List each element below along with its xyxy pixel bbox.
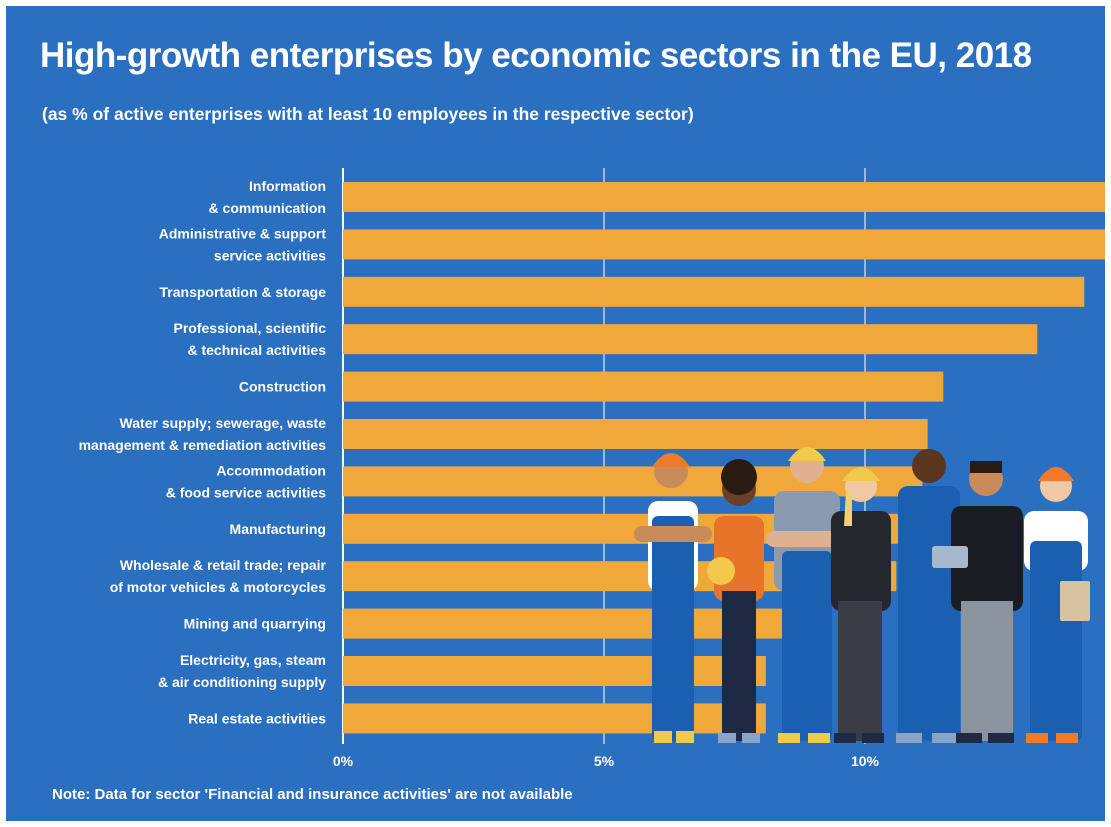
category-label: Wholesale & retail trade; repair	[120, 557, 327, 573]
bar	[343, 276, 1085, 307]
category-label: & air conditioning supply	[158, 674, 326, 690]
chart-title: High-growth enterprises by economic sect…	[40, 36, 1032, 75]
category-label: Water supply; sewerage, waste	[120, 415, 327, 431]
x-tick-label: 5%	[594, 753, 615, 769]
worker-figure	[1024, 467, 1090, 743]
category-label: & food service activities	[166, 484, 327, 500]
category-label: & technical activities	[187, 342, 326, 358]
category-label: Information	[249, 178, 326, 194]
workers-group-illustration	[634, 447, 1090, 743]
worker-figure	[707, 459, 764, 743]
category-label: Real estate activities	[188, 710, 326, 726]
bar	[343, 324, 1038, 355]
category-label: management & remediation activities	[79, 437, 327, 453]
category-label: Transportation & storage	[160, 284, 327, 300]
bar	[343, 419, 928, 449]
category-label: Administrative & support	[159, 225, 327, 241]
category-label: & communication	[209, 200, 326, 216]
bar	[343, 703, 766, 734]
infographic-panel: High-growth enterprises by economic sect…	[6, 6, 1105, 821]
category-label: Accommodation	[216, 462, 326, 478]
bar	[343, 182, 1105, 212]
category-label: service activities	[214, 247, 326, 263]
category-label: Professional, scientific	[174, 320, 327, 336]
chart-subtitle: (as % of active enterprises with at leas…	[42, 104, 694, 124]
worker-figure	[766, 447, 848, 743]
x-tick-label: 10%	[851, 753, 880, 769]
category-label: Construction	[239, 379, 326, 395]
worker-figure	[896, 449, 960, 743]
category-label: Electricity, gas, steam	[180, 652, 326, 668]
worker-figure	[634, 453, 712, 743]
bar	[343, 656, 766, 686]
bar	[343, 371, 944, 402]
category-label: Manufacturing	[230, 521, 326, 537]
bar-chart: 0%5%10%15%20%Information& communicationA…	[79, 168, 1105, 769]
footnote: Note: Data for sector 'Financial and ins…	[52, 786, 573, 803]
bar	[343, 229, 1105, 260]
category-label: of motor vehicles & motorcycles	[110, 579, 327, 595]
x-tick-label: 0%	[333, 753, 354, 769]
category-label: Mining and quarrying	[184, 616, 326, 632]
worker-figure	[831, 467, 891, 743]
worker-figure	[932, 461, 1023, 743]
